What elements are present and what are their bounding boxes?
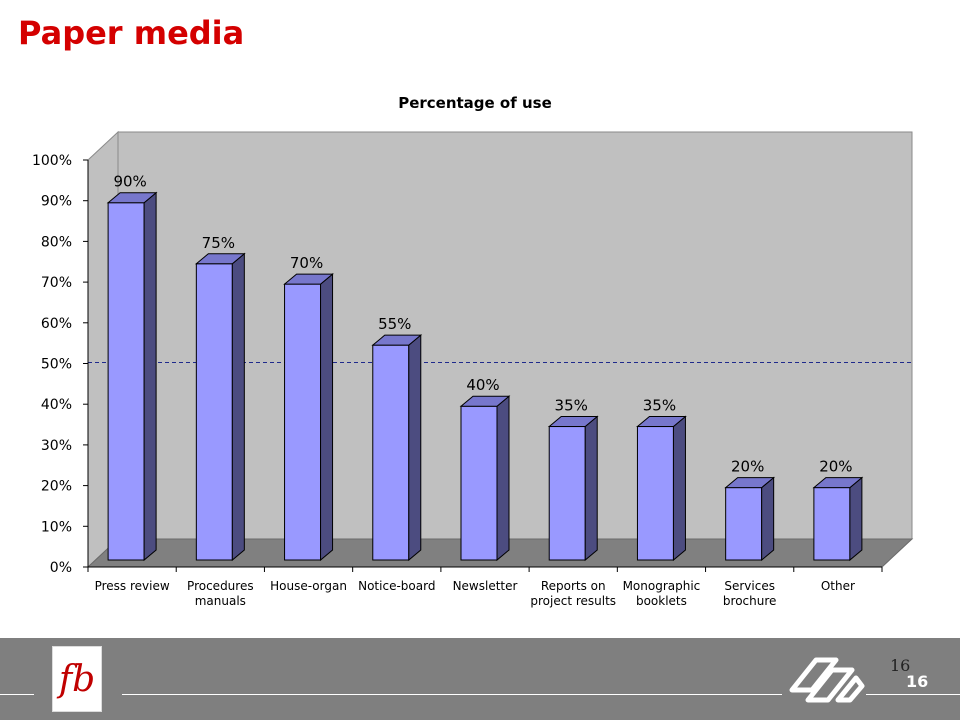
bar-side: [584, 415, 598, 562]
x-tick-label: Reports on project results: [530, 579, 616, 608]
bar-top: [724, 477, 776, 489]
bar-top: [371, 334, 423, 346]
bar: [194, 252, 246, 562]
bar-side: [143, 191, 157, 562]
x-tick-label: House-organ: [270, 579, 347, 593]
bar: [812, 476, 864, 562]
bar-side: [849, 476, 863, 562]
footer-bar: fb 16 16: [0, 638, 960, 720]
bar-chart: Percentage of use 0% 10% 20% 30% 40% 50% 60% 70…: [32, 94, 914, 608]
data-label: 75%: [202, 234, 235, 252]
x-tick-label: Procedures manuals: [187, 579, 254, 608]
bar-front: [195, 263, 233, 561]
x-tick-label: Services brochure: [723, 579, 777, 608]
data-label: 20%: [819, 458, 852, 476]
bar-top: [106, 192, 158, 204]
data-label: 35%: [643, 397, 676, 415]
bar-front: [548, 426, 586, 561]
bar: [283, 273, 334, 562]
bar-side: [320, 273, 334, 562]
bar: [724, 476, 776, 562]
x-tick-label: Monographic booklets: [623, 579, 701, 608]
data-label: 70%: [290, 254, 323, 272]
y-tick-label: 90%: [41, 194, 72, 210]
data-label: 55%: [378, 315, 411, 333]
y-tick-label: 60%: [41, 316, 72, 332]
y-tick-label: 100%: [32, 153, 72, 169]
x-tick-label: Notice-board: [358, 579, 435, 593]
bar: [459, 395, 511, 562]
footer-divider: [122, 694, 782, 695]
y-tick-label: 0%: [50, 560, 72, 576]
x-tick-label: Newsletter: [453, 579, 518, 593]
bar-side: [408, 334, 422, 562]
bar-front: [725, 487, 763, 561]
bar-top: [459, 395, 511, 407]
bar-side: [231, 252, 245, 562]
x-tick-label: Press review: [95, 579, 170, 593]
fb-logo: fb: [52, 646, 102, 712]
data-label: 40%: [466, 376, 499, 394]
data-label: 90%: [113, 173, 146, 191]
x-axis: Press review Procedures manuals House-organ…: [87, 566, 883, 608]
bar: [636, 415, 687, 562]
y-tick-label: 10%: [41, 519, 72, 535]
bar-top: [194, 253, 246, 265]
bar: [106, 191, 158, 562]
y-tick-label: 40%: [41, 397, 72, 413]
bar-top: [283, 273, 334, 285]
bars: [106, 191, 864, 562]
bar-front: [284, 283, 322, 561]
y-tick-label: 20%: [41, 479, 72, 495]
page-number: 16: [890, 656, 911, 675]
bar-side: [672, 415, 686, 562]
data-labels: 90% 75% 70% 55% 40% 35% 35% 20% 20%: [113, 173, 852, 476]
y-tick-label: 50%: [41, 357, 72, 373]
chart-title: Percentage of use: [398, 94, 552, 112]
footer-divider: [0, 694, 34, 695]
bar-top: [812, 477, 864, 489]
bar-top: [636, 416, 687, 428]
brand-mark-icon: [789, 657, 865, 703]
y-axis: 0% 10% 20% 30% 40% 50% 60% 70% 80% 90% 100%: [32, 153, 89, 576]
footer-divider: [866, 694, 960, 695]
data-label: 35%: [555, 397, 588, 415]
y-tick-label: 70%: [41, 275, 72, 291]
y-tick-label: 80%: [41, 234, 72, 250]
bar-side: [496, 395, 510, 562]
page-number-bold: 16: [906, 672, 929, 691]
bar-front: [372, 344, 410, 561]
slide-title: Paper media: [18, 14, 245, 52]
x-tick-label: Other: [821, 579, 855, 593]
bar: [547, 415, 599, 562]
bar-top: [547, 416, 599, 428]
bar-front: [460, 405, 498, 561]
data-label: 20%: [731, 458, 764, 476]
bar: [371, 334, 423, 562]
bar-front: [636, 426, 674, 561]
bar-front: [813, 487, 851, 561]
bar-front: [107, 202, 145, 561]
y-tick-label: 30%: [41, 438, 72, 454]
bar-side: [761, 476, 775, 562]
